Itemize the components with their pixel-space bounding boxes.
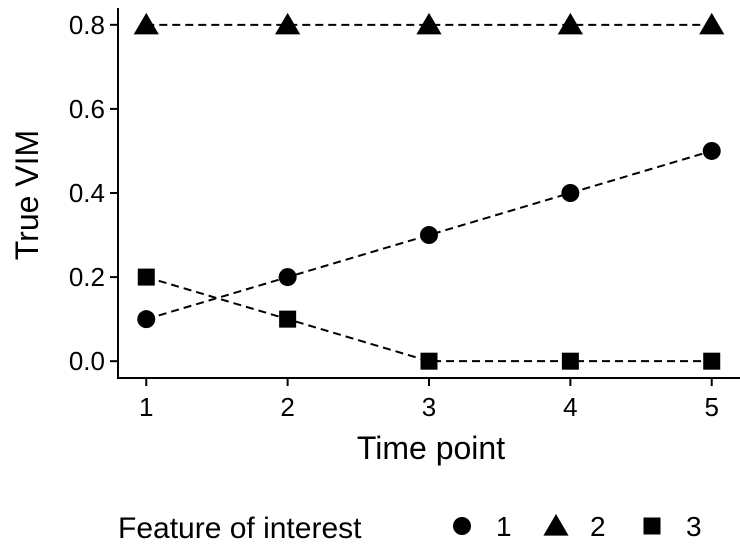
series-3-point [137, 268, 155, 286]
axes-layer [110, 8, 740, 386]
tick-labels-layer: 1 2 3 4 5 0.0 0.2 0.4 0.6 0.8 [69, 10, 719, 422]
y-tick-label: 0.6 [69, 94, 105, 124]
x-tick-label: 3 [422, 392, 436, 422]
y-tick-label: 0.2 [69, 262, 105, 292]
x-tick-label: 2 [280, 392, 294, 422]
y-tick-label: 0.8 [69, 10, 105, 40]
series-1-point [702, 141, 721, 160]
x-axis-title: Time point [357, 430, 505, 466]
legend: Feature of interest 1 2 3 [118, 511, 702, 545]
legend-key-circle [453, 517, 471, 535]
legend-key-square [643, 517, 661, 535]
series-3-point [420, 352, 438, 370]
y-tick-label: 0.4 [69, 178, 105, 208]
series-3-point [561, 352, 579, 370]
series-1-point [278, 268, 297, 287]
series-1-point [561, 184, 580, 202]
series-2-point [557, 12, 583, 35]
legend-key-triangle [543, 514, 569, 536]
series-1-point [137, 310, 156, 329]
x-tick-label: 5 [704, 392, 718, 422]
series-3-point [703, 352, 721, 370]
series-points-layer [133, 12, 725, 370]
series-1-line [145, 149, 713, 321]
series-2-point [133, 12, 159, 35]
legend-title: Feature of interest [118, 512, 362, 542]
series-3-line [145, 276, 712, 363]
series-lines-layer [145, 23, 713, 363]
y-axis-title: True VIM [9, 130, 45, 260]
x-tick-label: 1 [139, 392, 153, 422]
legend-label: 1 [496, 511, 512, 542]
series-2-point [699, 12, 725, 35]
legend-label: 3 [686, 511, 702, 542]
series-3-point [279, 310, 297, 328]
y-tick-label: 0.0 [69, 346, 105, 376]
legend-label: 2 [590, 511, 606, 542]
series-2-point [275, 12, 301, 35]
series-1-point [420, 226, 438, 245]
series-2-point [416, 12, 442, 35]
legend-items: 1 2 3 [453, 511, 702, 542]
x-tick-label: 4 [563, 392, 577, 422]
